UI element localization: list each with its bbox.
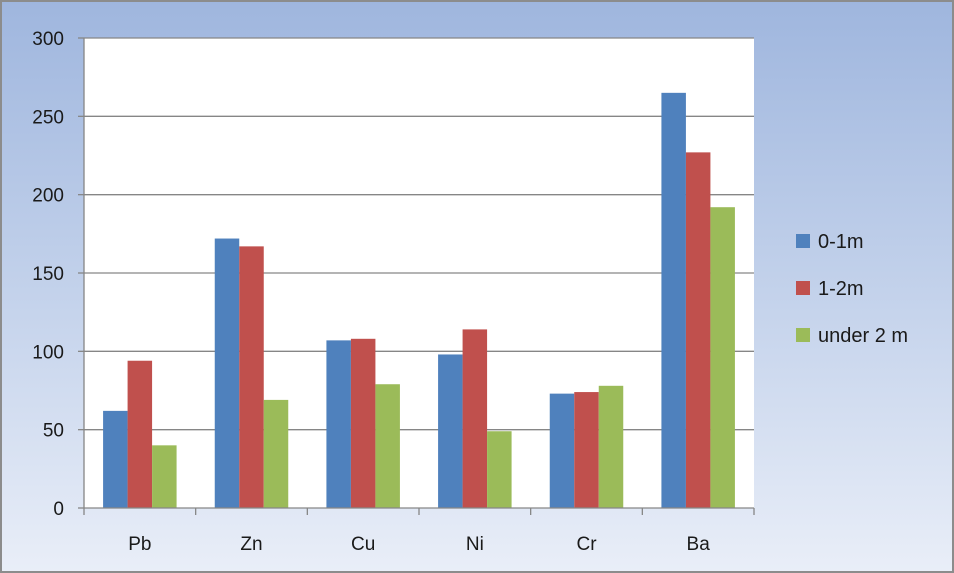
bar-0-1m-Ni (438, 354, 463, 508)
legend: 0-1m 1-2m under 2 m (796, 231, 908, 347)
x-tick-label: Ba (687, 534, 711, 555)
bars (103, 92, 735, 509)
bar-1-2m-Ni (462, 329, 488, 508)
bar-1-2m-Pb (127, 360, 153, 508)
grid-lines (84, 37, 754, 431)
legend-swatch (796, 234, 810, 248)
bar-under-2-m-Pb (152, 445, 177, 508)
y-tick-label: 50 (43, 421, 64, 442)
legend-label: 1-2m (818, 278, 864, 300)
bar-under-2-m-Cr (598, 385, 624, 508)
x-tick-label: Cu (351, 534, 375, 555)
bar-0-1m-Ba (661, 92, 686, 508)
y-tick-label: 300 (32, 29, 64, 50)
y-tick-labels: 0 50 100 150 200 250 300 (32, 29, 64, 520)
legend-swatch (796, 281, 810, 295)
bar-1-2m-Zn (239, 246, 264, 508)
legend-label: under 2 m (818, 325, 908, 347)
x-tick-label: Zn (240, 534, 262, 555)
bar-under-2-m-Cu (375, 384, 400, 508)
x-tick-labels: Pb Zn Cu Ni Cr Ba (128, 534, 710, 555)
legend-label: 0-1m (818, 231, 864, 253)
x-tick-label: Cr (576, 534, 597, 555)
bar-1-2m-Cu (350, 338, 376, 508)
y-tick-label: 250 (32, 107, 64, 128)
bar-under-2-m-Ni (487, 431, 512, 508)
bar-1-2m-Cr (574, 392, 599, 508)
x-tick-label: Pb (128, 534, 151, 555)
bar-0-1m-Cu (326, 340, 351, 508)
y-tick-label: 100 (32, 342, 64, 363)
bar-0-1m-Zn (214, 238, 240, 509)
y-tick-label: 0 (53, 499, 64, 520)
y-tick-label: 200 (32, 186, 64, 207)
bar-1-2m-Ba (685, 152, 711, 508)
bar-0-1m-Cr (549, 393, 575, 508)
x-tick-label: Ni (466, 534, 484, 555)
axes (78, 37, 755, 515)
bar-under-2-m-Zn (263, 399, 289, 508)
legend-swatch (796, 328, 810, 342)
bar-0-1m-Pb (103, 410, 128, 508)
y-tick-label: 150 (32, 264, 64, 285)
bar-under-2-m-Ba (710, 207, 735, 508)
